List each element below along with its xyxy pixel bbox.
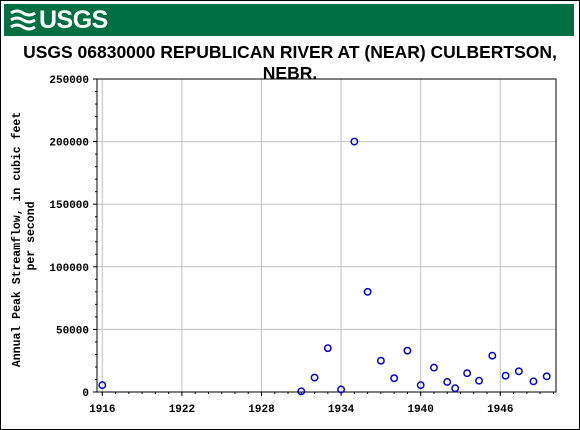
axis-ticks: [93, 78, 554, 396]
y-axis-title-line1: Annual Peak Streamflow, in cubic feet: [11, 112, 24, 367]
data-point: [376, 356, 385, 365]
data-point: [416, 381, 425, 390]
data-point: [323, 344, 332, 353]
y-tick-label: 150000: [49, 200, 89, 212]
usgs-logo[interactable]: USGS: [10, 5, 108, 34]
x-tick-label: 1922: [169, 404, 195, 416]
data-point: [430, 363, 438, 372]
data-point: [475, 376, 484, 385]
data-point: [98, 381, 107, 390]
x-tick-label: 1934: [328, 404, 355, 416]
data-point: [463, 369, 472, 378]
data-point: [501, 371, 510, 380]
usgs-banner: USGS: [4, 4, 574, 36]
y-axis-title: Annual Peak Streamflow, in cubic feet pe…: [11, 105, 38, 367]
data-point: [363, 287, 372, 296]
data-point: [529, 377, 538, 386]
chart-title: USGS 06830000 REPUBLICAN RIVER AT (NEAR)…: [23, 42, 557, 83]
grid-lines: [97, 79, 556, 392]
x-tick-label: 1940: [407, 404, 433, 416]
data-point: [350, 137, 359, 146]
data-point: [310, 373, 319, 382]
data-point: [451, 384, 460, 393]
x-tick-labels: 1916 1922 1928 1934 1940 1946: [89, 404, 513, 416]
plot-area-border: [96, 78, 557, 393]
y-tick-label: 200000: [49, 138, 89, 150]
data-point: [542, 372, 551, 381]
data-point: [403, 346, 412, 355]
y-tick-labels: 0 50000 100000 150000 200000 250000: [49, 75, 89, 400]
data-point: [390, 374, 399, 383]
usgs-logo-text: USGS: [39, 5, 108, 34]
data-point: [488, 351, 497, 360]
y-axis-title-line2: per second: [25, 201, 38, 270]
y-tick-label: 0: [82, 388, 89, 400]
data-point: [443, 378, 452, 386]
x-tick-label: 1916: [89, 404, 115, 416]
data-point: [297, 387, 306, 396]
y-tick-label: 250000: [49, 75, 89, 87]
x-tick-label: 1928: [248, 404, 275, 416]
y-tick-label: 100000: [49, 263, 89, 275]
x-tick-label: 1946: [487, 404, 513, 416]
usgs-wave-icon: [10, 9, 36, 31]
data-points: [98, 137, 551, 396]
data-point: [514, 367, 523, 376]
y-tick-label: 50000: [56, 325, 89, 337]
data-point: [337, 385, 346, 394]
